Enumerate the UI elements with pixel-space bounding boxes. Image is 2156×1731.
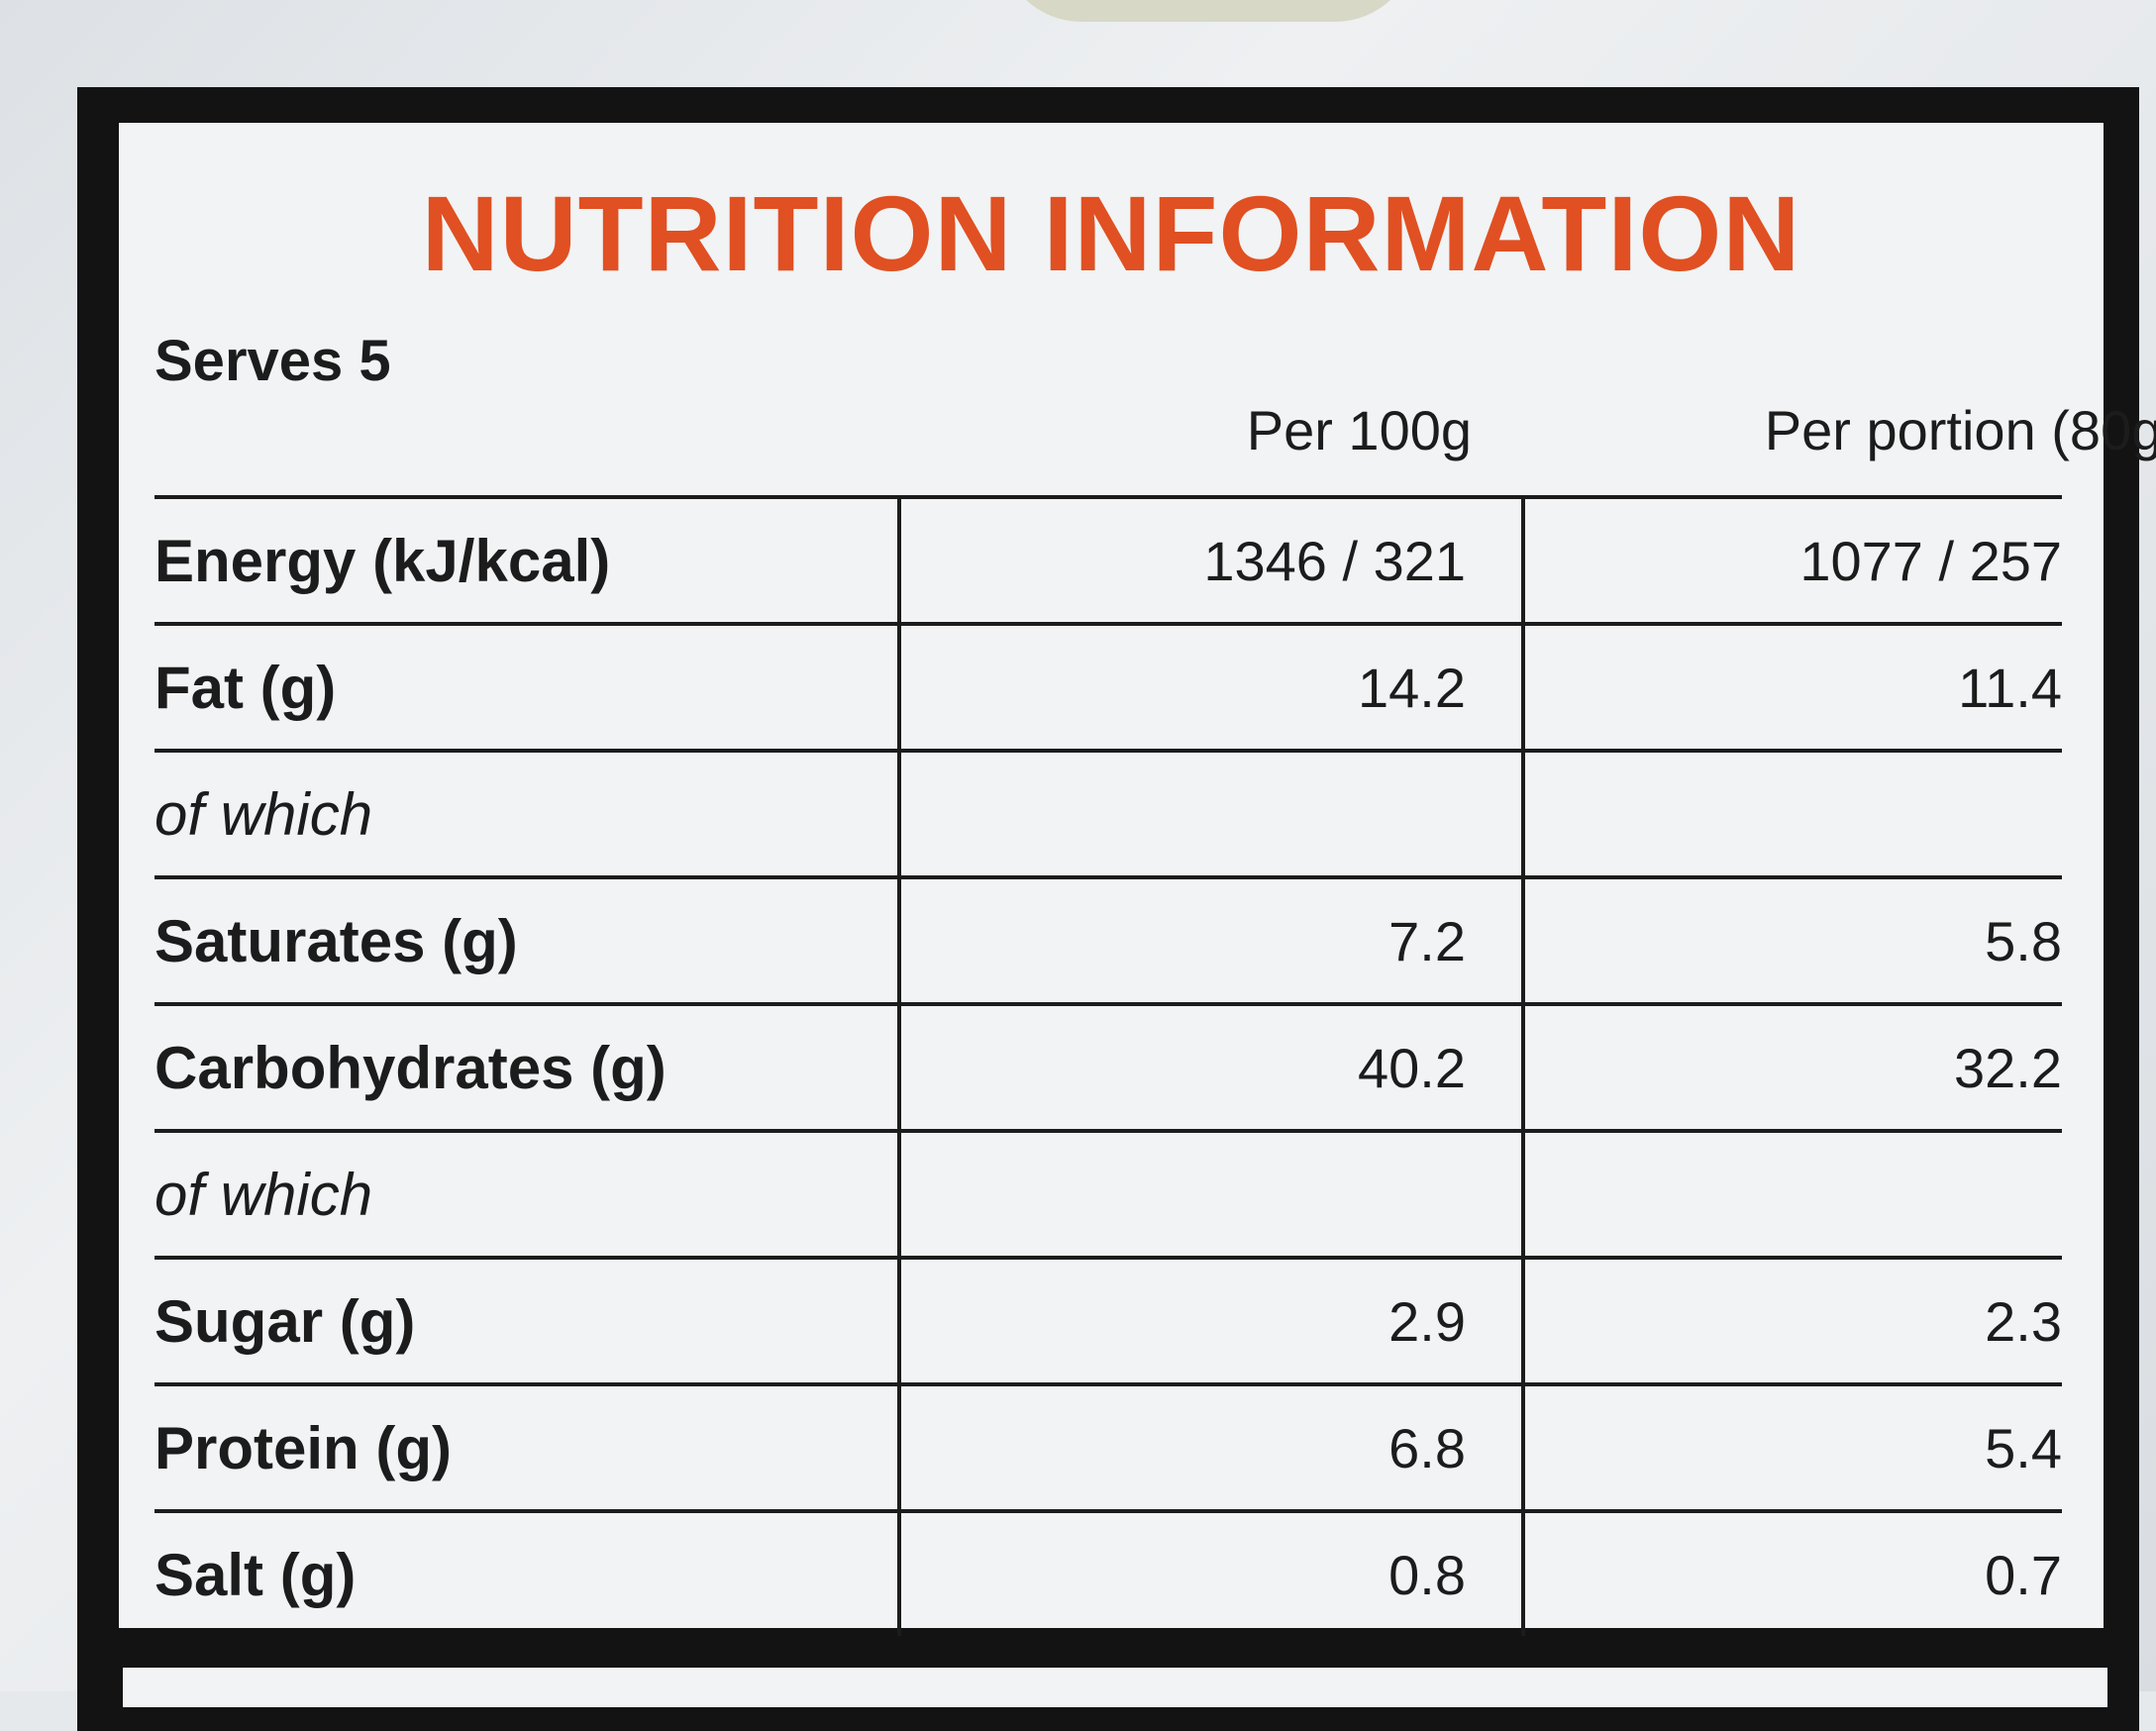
table-row: of which [154, 753, 2062, 879]
table-row: Fat (g) 14.2 11.4 [154, 626, 2062, 753]
nutrient-name: Saturates (g) [154, 879, 901, 1002]
nutrient-name: Carbohydrates (g) [154, 1006, 901, 1129]
nutrient-subheading: of which [154, 1133, 901, 1256]
table-row: of which [154, 1133, 2062, 1260]
value-per-100g: 2.9 [901, 1260, 1525, 1382]
value-per-portion [1525, 753, 2062, 875]
table-row: Salt (g) 0.8 0.7 [154, 1513, 2062, 1636]
value-per-portion: 1077 / 257 [1799, 529, 2062, 592]
table-row: Energy (kJ/kcal) 1346 / 321 1077 / 257 [154, 499, 2062, 626]
value-per-100g: 7.2 [901, 879, 1525, 1002]
value-per-100g [901, 1133, 1525, 1256]
value-per-portion [1525, 1133, 2062, 1256]
value-per-100g [901, 753, 1525, 875]
value-per-100g: 14.2 [901, 626, 1525, 749]
nutrient-name: Sugar (g) [154, 1260, 901, 1382]
table-row: Protein (g) 6.8 5.4 [154, 1386, 2062, 1513]
value-per-100g: 6.8 [901, 1386, 1525, 1509]
value-per-portion: 11.4 [1958, 656, 2062, 719]
value-per-portion: 0.7 [1985, 1543, 2062, 1606]
nutrition-title: NUTRITION INFORMATION [421, 173, 1801, 293]
value-per-portion: 2.3 [1985, 1289, 2062, 1353]
value-per-portion: 5.4 [1985, 1416, 2062, 1479]
table-row: Carbohydrates (g) 40.2 32.2 [154, 1006, 2062, 1133]
value-per-100g: 0.8 [901, 1513, 1525, 1636]
lower-label-panel [123, 1668, 2107, 1707]
nutrient-name: Salt (g) [154, 1513, 901, 1636]
nutrition-table: Energy (kJ/kcal) 1346 / 321 1077 / 257 F… [154, 495, 2062, 1636]
table-row: Saturates (g) 7.2 5.8 [154, 879, 2062, 1006]
value-per-100g: 40.2 [901, 1006, 1525, 1129]
value-per-portion: 5.8 [1985, 909, 2062, 972]
value-per-100g: 1346 / 321 [901, 499, 1525, 622]
nutrient-name: Protein (g) [154, 1386, 901, 1509]
table-row: Sugar (g) 2.9 2.3 [154, 1260, 2062, 1386]
column-header-per-100g: Per 100g [1246, 399, 1472, 461]
nutrient-name: Energy (kJ/kcal) [154, 499, 901, 622]
nutrition-label: NUTRITION INFORMATION Serves 5 Per 100g … [119, 123, 2156, 1636]
column-header-per-portion: Per portion (80g) [1764, 399, 2156, 461]
nutrient-name: Fat (g) [154, 626, 901, 749]
container-lid [1000, 0, 1416, 22]
nutrient-subheading: of which [154, 753, 901, 875]
serves-text: Serves 5 [154, 329, 391, 393]
value-per-portion: 32.2 [1954, 1036, 2062, 1099]
